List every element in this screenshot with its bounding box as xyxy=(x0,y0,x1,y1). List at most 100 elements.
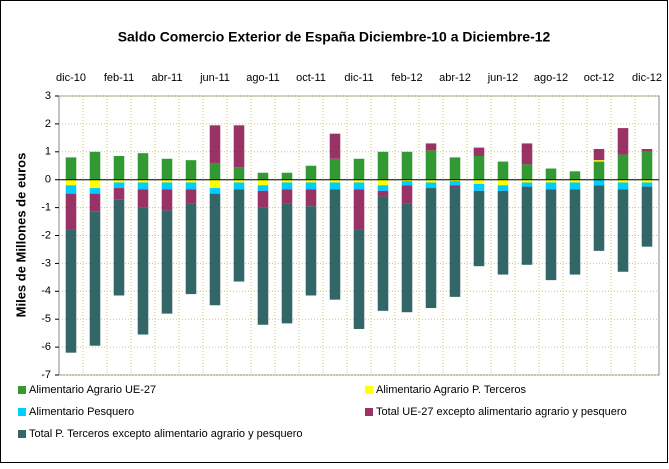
x-tick-label: oct-11 xyxy=(296,72,326,84)
bar-segment xyxy=(137,189,149,208)
bar-segment xyxy=(329,179,341,183)
bar-segment xyxy=(137,182,149,190)
bar-segment xyxy=(569,171,581,180)
bar-segment xyxy=(281,189,293,204)
bar-segment xyxy=(473,155,485,180)
bar-segment xyxy=(305,189,317,207)
bar-segment xyxy=(593,185,605,251)
legend-swatch xyxy=(365,386,373,394)
bar-segment xyxy=(593,149,605,161)
bar-segment xyxy=(473,183,485,191)
y-tick-label: 3 xyxy=(45,90,51,102)
x-tick-label: ago-11 xyxy=(246,72,279,84)
bar-segment xyxy=(473,190,485,267)
chart-title: Saldo Comercio Exterior de España Diciem… xyxy=(118,29,551,45)
bar-segment xyxy=(593,160,605,162)
bar-segment xyxy=(473,179,485,184)
bar-segment xyxy=(257,172,269,180)
y-axis-label: Miles de Millones de euros xyxy=(13,153,28,318)
bar-segment xyxy=(401,181,413,186)
bar-segment xyxy=(329,158,341,180)
bar-segment xyxy=(65,229,77,353)
x-tick-label: ago-12 xyxy=(534,72,568,84)
y-tick-label: -1 xyxy=(41,202,51,214)
legend-swatch xyxy=(18,430,26,438)
bar-segment xyxy=(185,203,197,295)
bar-segment xyxy=(281,182,293,190)
bar-segment xyxy=(617,179,629,183)
bar-segment xyxy=(257,179,269,186)
bar-segment xyxy=(425,188,437,309)
bar-segment xyxy=(401,151,413,180)
bar-segment xyxy=(617,182,629,190)
bar-segment xyxy=(521,179,533,183)
bar-segment xyxy=(161,189,173,211)
legend-swatch xyxy=(18,386,26,394)
bar-segment xyxy=(113,199,125,296)
bar-segment xyxy=(113,155,125,180)
bar-segment xyxy=(641,149,653,152)
bar-segment xyxy=(281,179,293,183)
bar-segment xyxy=(305,179,317,183)
bar-segment xyxy=(89,193,101,212)
bar-segment xyxy=(209,179,221,189)
bar-segment xyxy=(521,182,533,187)
bar-segment xyxy=(233,182,245,190)
x-tick-label: jun-12 xyxy=(487,72,519,84)
x-tick-label: oct-12 xyxy=(584,72,615,84)
x-tick-label: feb-12 xyxy=(391,72,422,84)
bar-segment xyxy=(113,182,125,189)
bar-segment xyxy=(449,181,461,186)
bar-segment xyxy=(449,179,461,182)
bar-segment xyxy=(641,179,653,183)
bar-segment xyxy=(233,179,245,183)
x-tick-label: jun-11 xyxy=(199,72,230,84)
bar-segment xyxy=(593,179,605,186)
y-tick-label: 0 xyxy=(45,174,51,186)
bar-segment xyxy=(281,172,293,180)
bar-segment xyxy=(185,182,197,190)
bar-segment xyxy=(65,193,77,230)
bar-segment xyxy=(641,182,653,187)
bar-segment xyxy=(161,182,173,190)
bar-segment xyxy=(545,189,557,281)
y-tick-label: -5 xyxy=(41,313,51,325)
bar-segment xyxy=(233,167,245,180)
bar-segment xyxy=(161,179,173,183)
legend-label: Alimentario Pesquero xyxy=(29,406,134,418)
bar-segment xyxy=(137,153,149,180)
bar-segment xyxy=(593,161,605,180)
bar-segment xyxy=(257,185,269,191)
bar-segment xyxy=(113,188,125,200)
bar-segment xyxy=(65,179,77,186)
legend-swatch xyxy=(365,408,373,416)
bar-segment xyxy=(497,161,509,180)
bar-segment xyxy=(569,179,581,183)
bar-segment xyxy=(401,203,413,313)
bar-segment xyxy=(617,189,629,272)
bar-segment xyxy=(449,185,461,189)
bar-segment xyxy=(425,143,437,151)
bar-segment xyxy=(497,190,509,275)
bar-segment xyxy=(497,179,509,186)
bar-segment xyxy=(281,203,293,324)
bar-segment xyxy=(545,168,557,180)
bar-segment xyxy=(425,182,437,189)
legend-swatch xyxy=(18,408,26,416)
bar-segment xyxy=(353,189,365,230)
bar-segment xyxy=(377,185,389,191)
x-tick-label: abr-12 xyxy=(439,72,471,84)
bar-segment xyxy=(545,179,557,183)
bar-segment xyxy=(545,182,557,190)
legend-label: Alimentario Agrario UE-27 xyxy=(29,384,156,396)
bar-segment xyxy=(89,211,101,346)
bar-segment xyxy=(305,165,317,180)
y-tick-label: -4 xyxy=(41,285,51,297)
bar-segment xyxy=(569,189,581,275)
bar-segment xyxy=(329,133,341,159)
bar-segment xyxy=(185,179,197,183)
x-tick-label: feb-11 xyxy=(104,72,134,84)
y-tick-label: 2 xyxy=(45,118,51,130)
bar-segment xyxy=(329,182,341,190)
